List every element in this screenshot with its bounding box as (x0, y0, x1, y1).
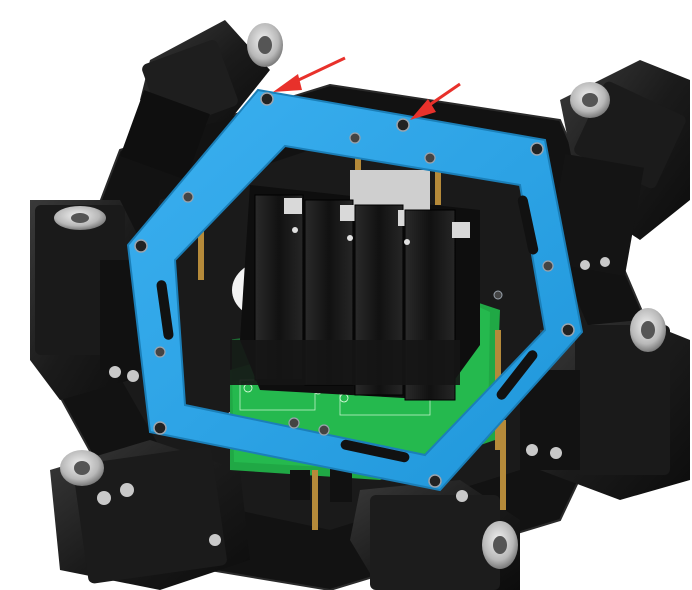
screw-head-icon (561, 323, 575, 337)
servo-top-right (546, 60, 690, 277)
red-arrow-icon (410, 82, 461, 120)
servo-left (30, 200, 150, 400)
servo-right (520, 308, 690, 500)
screw-head-icon (288, 417, 300, 429)
screw-head-icon (182, 191, 194, 203)
screw-head-icon (134, 239, 148, 253)
screw-head-icon (493, 290, 503, 300)
servo-bottom-right (350, 480, 520, 590)
servo-top-left (120, 20, 283, 180)
screw-head-icon (153, 421, 167, 435)
screw-head-icon (530, 142, 544, 156)
frame-screws (134, 92, 575, 488)
servo-bottom-left (50, 440, 250, 590)
screw-head-icon (428, 474, 442, 488)
screw-head-icon (260, 92, 274, 106)
battery-holder (230, 170, 480, 401)
screw-head-icon (318, 424, 330, 436)
screw-head-icon (424, 152, 436, 164)
screw-head-icon (542, 260, 554, 272)
red-arrow-icon (273, 56, 346, 92)
screw-head-icon (154, 346, 166, 358)
blue-hex-frame (126, 88, 584, 492)
screw-head-icon (349, 132, 361, 144)
screw-head-icon (396, 118, 410, 132)
